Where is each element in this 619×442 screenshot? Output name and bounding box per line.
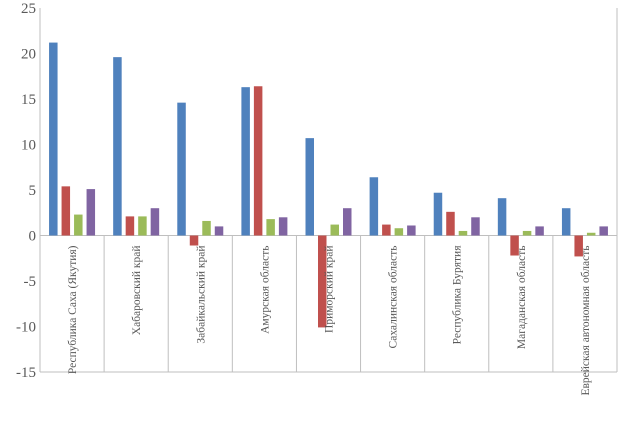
x-tick-label: Хабаровский край [131,246,143,336]
y-tick-label: 15 [21,92,36,108]
x-tick-label: Республика Саха (Якутия) [67,245,79,374]
x-tick-label: Республика Бурятия [452,245,464,345]
bar-series-4 [150,208,160,236]
bar-series-3 [74,214,83,236]
y-tick-label: 25 [21,1,36,17]
bar-series-3 [266,219,275,236]
bar-series-4 [599,226,608,236]
bar-series-3 [202,220,211,236]
bar-series-1 [113,57,122,236]
bar-series-3 [522,230,532,236]
bars [49,42,608,328]
x-tick-label: Амурская область [259,246,271,334]
bar-series-4 [278,217,288,236]
y-tick-label: 0 [29,229,37,245]
bar-series-1 [177,102,186,236]
bar-series-3 [394,228,404,236]
x-tick-label: Забайкальский край [195,246,207,344]
bar-series-2 [253,86,263,236]
y-tick-label: 10 [21,138,36,154]
bar-series-1 [497,198,507,236]
y-tick-label: -5 [24,274,37,290]
bar-series-4 [86,189,96,236]
bar-series-4 [535,226,544,236]
bar-series-2 [61,186,71,236]
y-tick-label: 5 [29,183,37,199]
bar-series-1 [433,192,443,236]
axes [39,8,618,373]
bar-series-4 [471,217,480,236]
bar-series-3 [586,232,596,236]
bar-series-2 [510,235,519,256]
bar-series-2 [574,235,583,257]
bar-series-3 [330,224,339,236]
y-tick-label: -15 [16,365,36,381]
x-tick-label: Сахалинская область [388,246,400,349]
y-tick-label: 20 [21,47,36,63]
bar-series-1 [49,42,58,236]
x-tick-label: Магаданская область [516,246,528,350]
bar-series-2 [446,211,455,236]
bar-series-3 [138,216,147,236]
bar-series-1 [305,138,314,236]
bar-series-2 [382,224,391,236]
x-tick-label: Еврейская автономная область [580,246,592,396]
bar-series-2 [189,235,199,246]
bar-series-4 [407,225,416,236]
bar-series-1 [369,177,379,236]
x-tick-label: Приморский край [324,246,336,333]
bar-series-2 [125,216,135,236]
bar-series-2 [318,235,327,328]
bar-series-4 [214,226,224,236]
bar-series-1 [561,208,571,236]
tick-labels: 25 20 15 10 5 0 -5 -10 -15 Республика Саха (Якути… [16,1,592,396]
bar-series-4 [343,208,352,236]
bar-series-1 [241,87,250,236]
bar-series-3 [458,230,468,236]
y-tick-label: -10 [16,320,36,336]
